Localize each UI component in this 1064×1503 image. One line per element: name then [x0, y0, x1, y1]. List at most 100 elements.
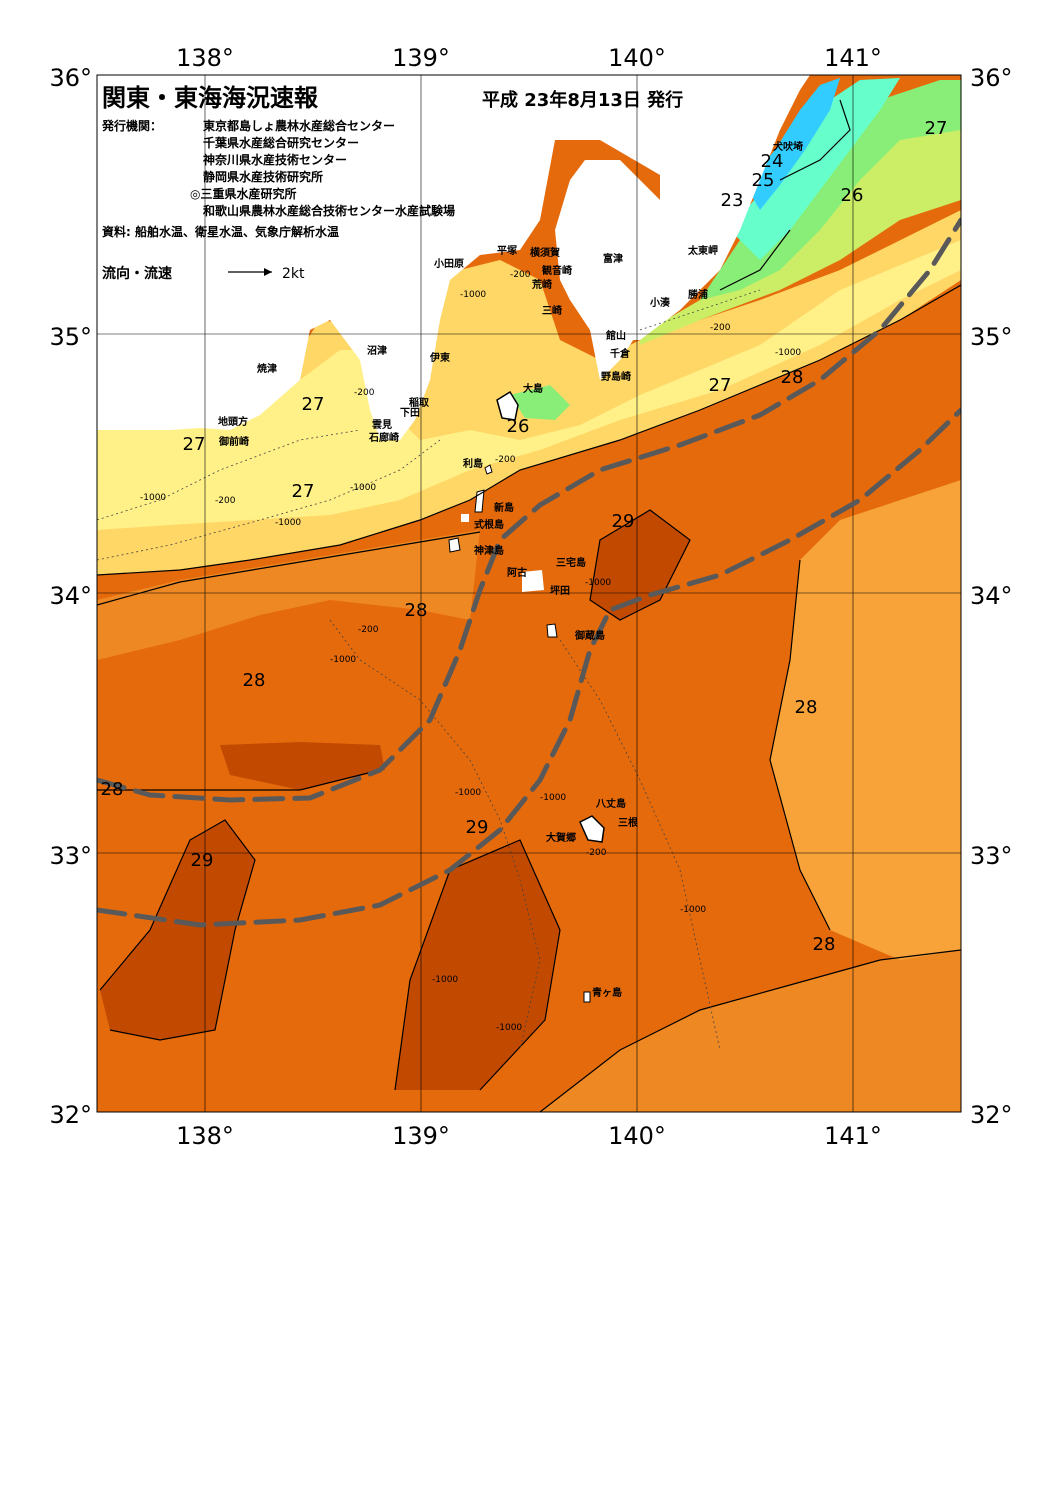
depth-label-1000-c: -1000 — [140, 493, 166, 503]
map-area — [97, 75, 961, 1112]
place-kozushima: 神津島 — [474, 544, 504, 557]
iso-label-28-boso: 28 — [781, 367, 804, 388]
iso-label-27-omaezaki: 27 — [183, 434, 206, 455]
iso-label-25: 25 — [752, 170, 775, 191]
lon-label-139-bottom: 139° — [392, 1122, 450, 1150]
water-28-light-south — [540, 950, 961, 1112]
place-kominato: 小湊 — [649, 296, 671, 309]
water-28-lighter-east — [770, 480, 961, 960]
depth-label-1000-a: -1000 — [460, 290, 486, 300]
lon-label-139-top: 139° — [392, 44, 450, 72]
map-title: 関東・東海海況速報 — [102, 84, 319, 112]
lon-label-141-top: 141° — [824, 44, 882, 72]
place-shikinejima: 式根島 — [474, 518, 504, 531]
depth-label-1000-h: -1000 — [455, 788, 481, 798]
lat-label-32-left: 32° — [49, 1101, 92, 1129]
depth-label-200-b: -200 — [710, 323, 731, 333]
place-numazu: 沼津 — [367, 344, 387, 357]
lon-label-140-top: 140° — [608, 44, 666, 72]
iso-label-28-center: 28 — [405, 600, 428, 621]
current-path-south — [97, 407, 961, 928]
lat-label-35-left: 35° — [49, 323, 92, 351]
place-mikurajima: 御蔵島 — [574, 629, 605, 642]
water-24-boso — [730, 78, 900, 260]
lat-label-34-left: 34° — [49, 582, 92, 610]
place-aogashima: 青ヶ島 — [592, 986, 622, 999]
place-hachijojima: 八丈島 — [595, 797, 626, 810]
place-ako: 阿古 — [507, 566, 527, 579]
depth-label-200-e: -200 — [215, 496, 236, 506]
publisher-3: 神奈川県水産技術センター — [203, 152, 347, 167]
iso-label-28-west: 28 — [243, 670, 266, 691]
depth-label-1000-b: -1000 — [775, 348, 801, 358]
issue-date: 平成 23年8月13日 発行 — [482, 89, 683, 111]
depth-label-1000-i: -1000 — [540, 793, 566, 803]
place-mitsune: 三根 — [618, 816, 638, 829]
isotherm-labels: 23 24 25 26 26 27 27 27 27 27 28 28 28 2… — [101, 118, 948, 955]
iso-label-23: 23 — [721, 190, 744, 211]
current-path-main — [97, 217, 961, 803]
water-28-light-central — [97, 530, 480, 660]
lat-lon-grid — [97, 75, 961, 1112]
kuroshio-current-paths — [97, 217, 961, 928]
place-irozaki: 石廊崎 — [368, 431, 399, 444]
depth-label-1000-d: -1000 — [350, 483, 376, 493]
place-nojimazaki: 野島崎 — [601, 370, 631, 383]
lat-label-33-left: 33° — [49, 842, 92, 870]
place-arasaki: 荒崎 — [531, 278, 552, 291]
iso-label-29-center: 29 — [466, 817, 489, 838]
legend-label: 流向・流速 — [102, 265, 172, 282]
place-inubosaki: 犬吠埼 — [773, 140, 803, 153]
island-kozushima — [448, 537, 461, 553]
island-miyakejima — [522, 570, 544, 592]
place-hiratsuka: 平塚 — [497, 244, 517, 257]
data-source: 資料: 船舶水温、衛星水温、気象庁解析水温 — [102, 224, 339, 239]
lon-labels-bottom: 138° 139° 140° 141° — [176, 1122, 882, 1150]
depth-label-1000-e: -1000 — [275, 518, 301, 528]
place-ito: 伊東 — [429, 351, 450, 364]
place-oshima: 大島 — [523, 382, 543, 395]
water-27-inner — [97, 240, 961, 530]
island-toshima — [484, 464, 493, 475]
place-yaizu: 焼津 — [257, 362, 277, 375]
island-aogashima — [583, 991, 591, 1003]
iso-label-28-east: 28 — [795, 697, 818, 718]
lon-label-140-bottom: 140° — [608, 1122, 666, 1150]
depth-label-200-g: -200 — [586, 848, 607, 858]
legend-speed: 2kt — [282, 266, 305, 282]
lat-label-33-right: 33° — [970, 842, 1013, 870]
depth-label-1000-g: -1000 — [330, 655, 356, 665]
place-inatori: 稲取 — [409, 396, 430, 409]
depth-label-200-a: -200 — [510, 270, 531, 280]
legend-arrow-head — [264, 268, 272, 276]
place-odawara: 小田原 — [433, 257, 464, 270]
land-boso-peninsula — [600, 75, 810, 340]
depth-label-200-c: -200 — [354, 388, 375, 398]
map-border — [96, 74, 962, 1113]
lat-label-36-left: 36° — [49, 64, 92, 92]
lon-label-138-bottom: 138° — [176, 1122, 234, 1150]
iso-label-27-boso: 27 — [709, 375, 732, 396]
water-29-southwest — [100, 820, 255, 1040]
place-miyakejima: 三宅島 — [556, 556, 586, 569]
publishers-label: 発行機関： — [101, 118, 162, 133]
lat-label-34-right: 34° — [970, 582, 1013, 610]
island-shikinejima — [461, 514, 469, 522]
publisher-6: 和歌山県農林水産総合技術センター水産試験場 — [202, 203, 455, 218]
depth-labels: -200 -1000 -200 -1000 -200 -200 -1000 -2… — [140, 270, 801, 1033]
lat-labels-left: 36° 35° 34° 33° 32° — [49, 64, 92, 1129]
island-mikurajima — [546, 623, 558, 638]
island-hachijojima — [579, 815, 605, 843]
iso-label-28-sw: 28 — [101, 779, 124, 800]
iso-label-29-north: 29 — [612, 511, 635, 532]
land-honshu — [97, 75, 740, 440]
water-29-east — [590, 510, 690, 620]
publisher-5: ◎三重県水産研究所 — [190, 186, 296, 201]
place-chikura: 千倉 — [610, 347, 631, 360]
place-yokosuka: 横須賀 — [530, 246, 560, 259]
current-legend: 流向・流速 2kt — [102, 265, 305, 282]
water-26-oshima — [510, 385, 570, 420]
lon-label-138-top: 138° — [176, 44, 234, 72]
depth-label-200-f: -200 — [358, 625, 379, 635]
place-toshima: 利島 — [463, 457, 483, 470]
